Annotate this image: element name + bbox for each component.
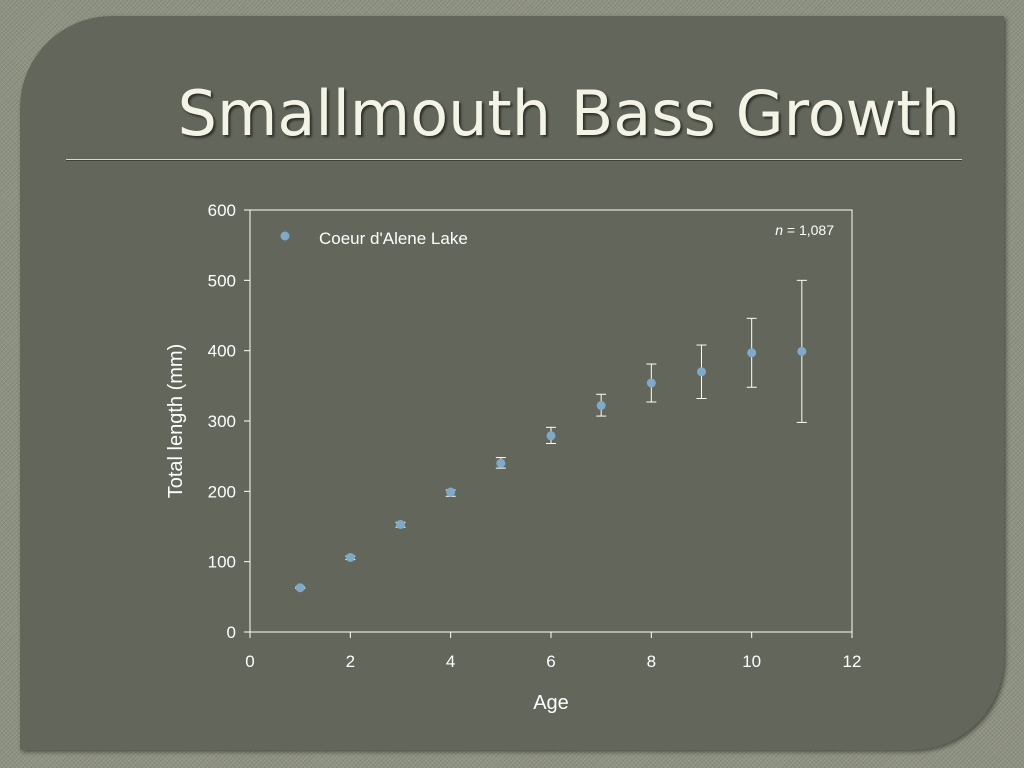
series-coeur-dalene-lake xyxy=(295,279,807,593)
sample-size-symbol: n xyxy=(775,222,783,238)
y-tick-label: 600 xyxy=(208,201,236,220)
sample-size-value: = 1,087 xyxy=(783,222,834,238)
title-divider xyxy=(66,159,962,161)
data-point xyxy=(546,431,556,441)
data-point xyxy=(697,367,706,377)
data-point xyxy=(295,583,305,593)
x-axis: 0 2 4 6 8 10 12 xyxy=(245,632,861,671)
y-tick-label: 300 xyxy=(208,412,236,431)
x-tick-label: 12 xyxy=(843,652,862,671)
sample-size-annotation: n = 1,087 xyxy=(775,222,834,238)
data-point xyxy=(496,458,506,468)
data-point xyxy=(797,346,807,356)
y-tick-label: 200 xyxy=(208,482,236,501)
data-point xyxy=(747,348,757,358)
y-axis: 0 100 200 300 400 500 600 xyxy=(208,201,250,642)
data-point xyxy=(596,401,606,411)
x-axis-title: Age xyxy=(533,692,569,714)
data-point xyxy=(646,378,656,388)
legend: Coeur d'Alene Lake xyxy=(280,229,468,248)
data-point xyxy=(345,552,355,562)
y-tick-label: 100 xyxy=(208,553,236,572)
x-tick-label: 2 xyxy=(346,652,355,671)
legend-label: Coeur d'Alene Lake xyxy=(319,229,468,248)
x-tick-label: 8 xyxy=(647,652,656,671)
data-point xyxy=(396,519,405,529)
data-point xyxy=(446,487,456,497)
x-tick-label: 0 xyxy=(245,652,254,671)
x-tick-label: 10 xyxy=(742,652,761,671)
y-tick-label: 400 xyxy=(208,342,236,361)
legend-marker xyxy=(280,231,290,241)
plot-area-frame xyxy=(249,209,853,633)
x-tick-label: 6 xyxy=(546,652,555,671)
slide-title: Smallmouth Bass Growth xyxy=(177,77,960,150)
y-tick-label: 0 xyxy=(227,623,236,642)
y-axis-title: Total length (mm) xyxy=(165,344,187,499)
slide-panel xyxy=(20,16,1004,750)
x-tick-label: 4 xyxy=(446,652,455,671)
y-tick-label: 500 xyxy=(208,271,236,290)
